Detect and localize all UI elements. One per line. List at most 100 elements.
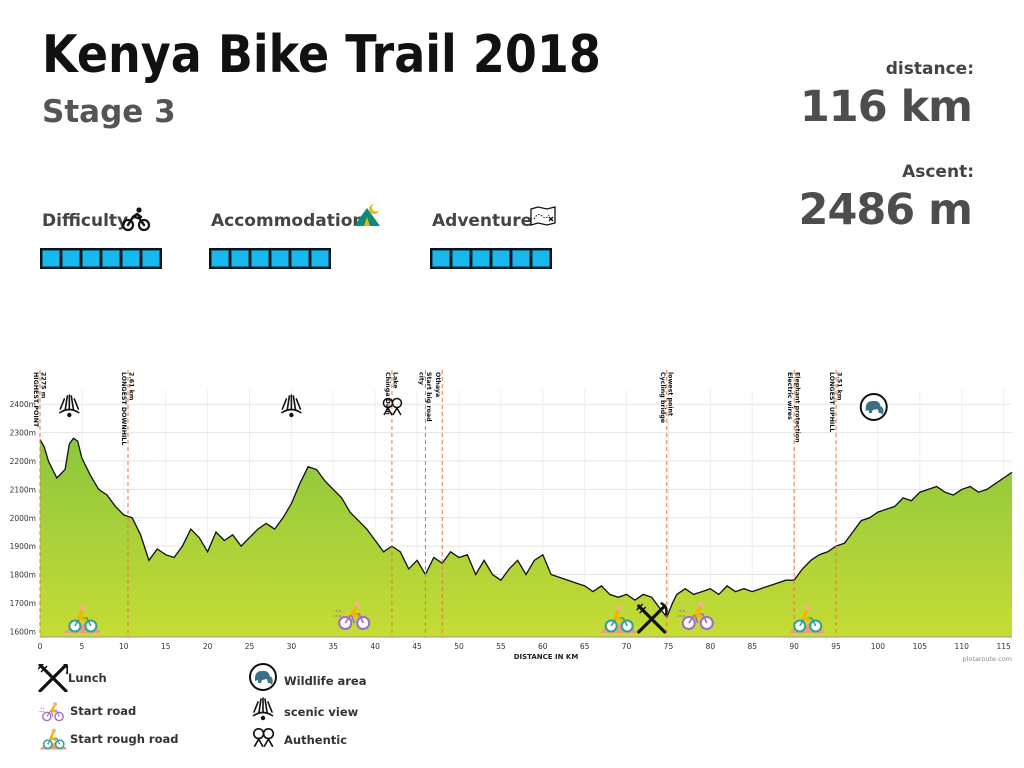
x-tick-label: 0 [38,642,43,651]
y-tick-label: 2000m [10,514,36,523]
cyclist-icon [122,207,150,232]
x-tick-label: 10 [119,642,129,651]
page-title: Kenya Bike Trail 2018 [42,24,601,85]
start-road-icon [38,701,65,722]
accommodation-rating [209,248,331,269]
x-tick-label: 115 [996,642,1011,651]
legend-wildlife-area-label: Wildlife area [284,674,367,688]
marker-label: Electric wires [786,372,793,420]
x-tick-label: 90 [789,642,799,651]
marker-label: 2.61 km [127,372,134,401]
difficulty-label: Difficulty [42,211,129,231]
legend-scenic-view-label: scenic view [284,705,359,719]
elevation-chart: HIGHEST POINT 2275 m LONGEST DOWNHILL 2.61 … [10,370,1013,663]
marker-label: LONGEST DOWNHILL [120,372,127,445]
marker-label: Elephant protection [794,372,801,443]
ascent-value: 2486 m [798,185,973,235]
x-tick-label: 35 [329,642,339,651]
wildlife-area-icon [249,663,277,691]
marker-label: Chinga Dam [384,372,391,415]
adventure-label: Adventure [432,211,533,231]
rating-segment [102,250,120,267]
y-tick-label: 2400m [10,400,36,409]
rating-segment [271,250,289,267]
legend-start-road-label: Start road [70,704,137,718]
x-tick-label: 105 [913,642,928,651]
rating-segment [211,250,229,267]
rating-segment [42,250,60,267]
rating-segment [231,250,249,267]
marker-label: Lake [391,372,398,389]
scenic-view-icon [252,697,274,722]
x-tick-label: 50 [454,642,464,651]
scenic-view-icon [58,394,81,419]
start-rough-road-icon [38,727,68,751]
marker-label: HIGHEST POINT [32,372,39,428]
marker-label: Othaya [434,372,441,397]
rating-segment [251,250,269,267]
rating-segment [311,250,329,267]
credit-label: plotaroute.com [962,655,1012,663]
scenic-view-icon [280,394,303,419]
marker-label: 3.51 km [836,372,843,401]
authentic-icon [252,727,275,748]
lunch-icon [38,664,68,692]
marker-label: city [417,372,424,385]
marker-label: Start big road [425,372,432,422]
rating-segment [62,250,80,267]
x-tick-label: 85 [747,642,757,651]
x-tick-label: 45 [412,642,422,651]
marker-label: lowest point [666,372,673,416]
x-tick-label: 60 [538,642,548,651]
elevation-line [39,437,1013,619]
x-tick-label: 20 [203,642,213,651]
rating-segment [472,250,490,267]
y-tick-label: 2100m [10,485,36,494]
x-tick-label: 15 [161,642,171,651]
distance-label: distance: [885,59,974,79]
accommodation-label: Accommodation [211,211,365,231]
rating-segment [492,250,510,267]
rating-segment [82,250,100,267]
adventure-rating [430,248,552,269]
legend-start-rough-road-label: Start rough road [70,732,179,746]
x-tick-label: 110 [955,642,970,651]
x-tick-label: 100 [871,642,886,651]
rating-segment [291,250,309,267]
x-tick-label: 75 [664,642,674,651]
y-tick-label: 1700m [10,599,36,608]
marker-label: LONGEST UPHILL [828,372,835,432]
rating-segment [512,250,530,267]
x-tick-label: 30 [287,642,297,651]
rating-segment [532,250,550,267]
rating-segment [432,250,450,267]
marker-label: 2275 m [40,372,47,399]
legend-authentic-label: Authentic [284,733,348,747]
stage-subtitle: Stage 3 [42,94,176,130]
x-tick-label: 70 [622,642,632,651]
y-tick-label: 1900m [10,542,36,551]
elevation-area [40,438,1012,637]
wildlife-area-icon [859,393,888,421]
rating-segment [452,250,470,267]
marker-label: Cycling bridge [659,372,666,423]
difficulty-rating [40,248,162,269]
y-tick-label: 1600m [10,627,36,636]
x-tick-label: 55 [496,642,506,651]
x-tick-label: 95 [831,642,841,651]
map-icon [530,206,556,226]
x-tick-label: 40 [370,642,380,651]
tent-icon [354,204,380,226]
x-tick-label: 65 [580,642,590,651]
ascent-label: Ascent: [902,162,974,182]
rating-segment [122,250,140,267]
x-tick-label: 5 [80,642,85,651]
y-tick-label: 2200m [10,457,36,466]
x-tick-label: 25 [245,642,255,651]
x-tick-label: 80 [706,642,716,651]
y-tick-label: 2300m [10,429,36,438]
distance-value: 116 km [799,82,973,132]
y-tick-label: 1800m [10,571,36,580]
x-axis-label: DISTANCE IN KM [514,653,579,661]
legend-lunch-label: Lunch [68,671,107,685]
